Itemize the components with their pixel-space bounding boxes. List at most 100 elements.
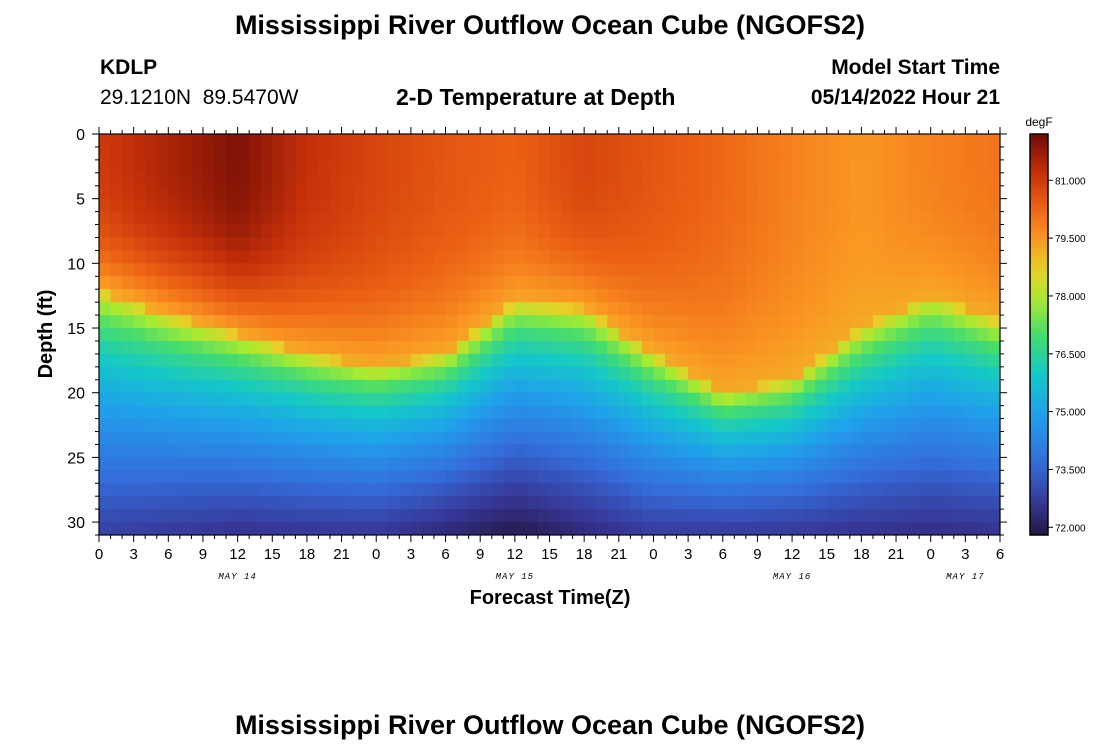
heatmap-cell — [156, 289, 169, 303]
heatmap-cell — [526, 483, 539, 497]
heatmap-cell — [295, 328, 308, 342]
heatmap-cell — [872, 315, 886, 329]
heatmap-cell — [306, 392, 320, 407]
heatmap-cell — [526, 250, 539, 264]
heatmap-cell — [688, 328, 701, 342]
heatmap-cell — [330, 418, 343, 433]
heatmap-cell — [99, 470, 112, 484]
heatmap-cell — [965, 340, 978, 355]
heatmap-cell — [826, 250, 839, 264]
heatmap-cell — [226, 224, 239, 239]
heatmap-cell — [526, 509, 539, 523]
heatmap-cell — [861, 405, 874, 420]
heatmap-cell — [838, 146, 851, 161]
heatmap-cell — [156, 172, 169, 187]
heatmap-cell — [480, 379, 493, 394]
heatmap-cell — [930, 353, 943, 368]
heatmap-cell — [641, 276, 655, 290]
heatmap-cell — [399, 392, 412, 407]
heatmap-cell — [768, 431, 782, 446]
heatmap-cell — [318, 405, 331, 420]
heatmap-cell — [618, 276, 631, 290]
heatmap-cell — [792, 172, 805, 187]
heatmap-cell — [191, 211, 204, 226]
heatmap-cell — [884, 496, 897, 510]
x-tick-label: 18 — [853, 546, 870, 563]
heatmap-cell — [815, 431, 828, 446]
heatmap-cell — [480, 483, 493, 497]
heatmap-cell — [318, 185, 331, 200]
heatmap-cell — [249, 134, 262, 148]
heatmap-cell — [676, 185, 689, 200]
heatmap-cell — [306, 522, 320, 535]
heatmap-cell — [699, 328, 712, 342]
heatmap-cell — [387, 185, 400, 200]
heatmap-cell — [919, 444, 932, 458]
heatmap-cell — [445, 172, 458, 187]
heatmap-cell — [468, 237, 481, 252]
heatmap-cell — [953, 134, 966, 148]
heatmap-cell — [618, 263, 631, 277]
heatmap-cell — [734, 522, 747, 535]
heatmap-cell — [838, 211, 851, 226]
heatmap-cell — [884, 392, 897, 407]
heatmap-cell — [826, 211, 839, 226]
heatmap-cell — [353, 431, 366, 446]
heatmap-cell — [237, 522, 250, 535]
heatmap-cell — [364, 483, 377, 497]
heatmap-cell — [641, 353, 655, 368]
heatmap-cell — [399, 146, 412, 161]
heatmap-cell — [826, 172, 839, 187]
heatmap-cell — [780, 224, 793, 239]
heatmap-cell — [561, 340, 574, 355]
heatmap-cell — [491, 250, 504, 264]
heatmap-cell — [480, 185, 493, 200]
heatmap-cell — [676, 315, 689, 329]
heatmap-cell — [607, 250, 620, 264]
heatmap-cell — [757, 172, 770, 187]
heatmap-cell — [607, 263, 620, 277]
heatmap-cell — [330, 159, 343, 174]
heatmap-cell — [630, 366, 643, 381]
heatmap-cell — [896, 340, 909, 355]
heatmap-cell — [410, 392, 424, 407]
heatmap-cell — [745, 302, 759, 316]
heatmap-cell — [156, 392, 169, 407]
heatmap-cell — [295, 444, 308, 458]
heatmap-cell — [318, 237, 331, 252]
heatmap-cell — [237, 379, 250, 394]
heatmap-cell — [699, 483, 712, 497]
heatmap-cell — [318, 134, 331, 148]
heatmap-cell — [549, 418, 562, 433]
heatmap-cell — [387, 366, 400, 381]
heatmap-cell — [688, 470, 701, 484]
heatmap-cell — [630, 353, 643, 368]
heatmap-cell — [953, 250, 966, 264]
heatmap-cell — [965, 353, 978, 368]
heatmap-cell — [503, 392, 516, 407]
heatmap-cell — [214, 185, 227, 200]
heatmap-cell — [537, 353, 551, 368]
heatmap-cell — [780, 431, 793, 446]
heatmap-cell — [757, 522, 770, 535]
heatmap-cell — [757, 431, 770, 446]
heatmap-cell — [491, 289, 504, 303]
heatmap-cell — [422, 250, 435, 264]
heatmap-cell — [353, 185, 366, 200]
heatmap-cell — [503, 224, 516, 239]
heatmap-cell — [457, 328, 470, 342]
heatmap-cell — [410, 289, 424, 303]
heatmap-cell — [514, 496, 527, 510]
heatmap-cell — [653, 237, 666, 252]
heatmap-cell — [838, 159, 851, 174]
heatmap-cell — [433, 509, 447, 523]
heatmap-cell — [757, 496, 770, 510]
heatmap-cell — [734, 276, 747, 290]
heatmap-cell — [330, 522, 343, 535]
heatmap-cell — [514, 134, 527, 148]
heatmap-cell — [872, 470, 886, 484]
heatmap-cell — [745, 211, 759, 226]
heatmap-cell — [665, 328, 678, 342]
heatmap-cell — [537, 185, 551, 200]
heatmap-cell — [826, 444, 839, 458]
